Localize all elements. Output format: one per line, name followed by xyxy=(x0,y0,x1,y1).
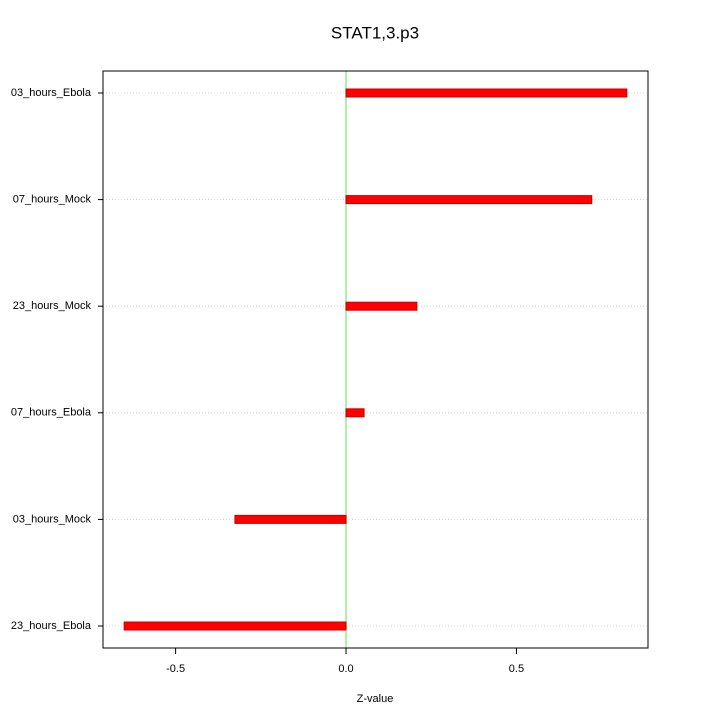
bar xyxy=(345,408,365,418)
x-tick-label: -0.5 xyxy=(166,663,185,675)
x-axis-label: Z-value xyxy=(357,693,394,705)
y-tick-label: 03_hours_Mock xyxy=(13,513,92,525)
y-tick-label: 07_hours_Ebola xyxy=(11,407,92,419)
y-tick-label: 23_hours_Mock xyxy=(13,300,92,312)
x-tick-label: 0.5 xyxy=(509,663,524,675)
bar xyxy=(234,514,347,524)
bar xyxy=(123,621,347,631)
plot-frame xyxy=(102,70,649,649)
x-tick-label: 0.0 xyxy=(338,663,353,675)
y-tick-label: 03_hours_Ebola xyxy=(11,87,92,99)
bar xyxy=(345,88,628,98)
y-tick-label: 07_hours_Mock xyxy=(13,194,92,206)
chart-title: STAT1,3.p3 xyxy=(331,23,419,42)
bar xyxy=(345,301,418,311)
y-tick-label: 23_hours_Ebola xyxy=(11,620,92,632)
bar xyxy=(345,195,593,205)
